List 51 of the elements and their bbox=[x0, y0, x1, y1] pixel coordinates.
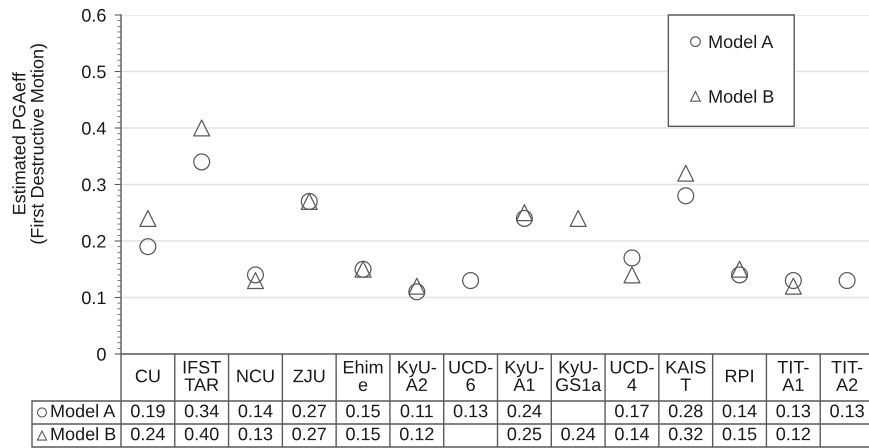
data-label: 0.14 bbox=[722, 404, 757, 418]
x-tick-label: KyU- A1 bbox=[506, 361, 544, 391]
y-tick-label: 0.3 bbox=[82, 178, 106, 192]
text: Model A bbox=[51, 404, 116, 418]
data-label: 0.15 bbox=[722, 428, 756, 440]
x-tick-label: UCD- 4 bbox=[610, 360, 654, 391]
y-axis-title: Estimated PGAeff (First Destructive Motion) bbox=[12, 44, 48, 244]
x-tick-label: ZJU bbox=[293, 370, 324, 382]
data-label: 0.13 bbox=[776, 404, 810, 418]
x-tick-label: KAIS T bbox=[666, 360, 706, 391]
x-tick-label: RPI bbox=[726, 370, 753, 382]
x-tick-label: KyU- A2 bbox=[398, 361, 436, 391]
data-label: 0.28 bbox=[668, 404, 703, 418]
y-tick-label: 0.5 bbox=[82, 65, 106, 78]
x-tick-label: UCD- 6 bbox=[449, 360, 492, 392]
data-label: 0.24 bbox=[131, 428, 165, 440]
x-tick-label: NCU bbox=[237, 370, 274, 382]
data-label: 0.13 bbox=[830, 404, 864, 418]
y-tick-label: 0.4 bbox=[82, 122, 106, 135]
y-tick-label: 0.6 bbox=[82, 8, 106, 22]
data-label: 0.14 bbox=[615, 428, 650, 440]
data-label: 0.15 bbox=[346, 428, 380, 440]
data-label: 0.25 bbox=[508, 428, 542, 440]
data-label: 0.17 bbox=[615, 404, 649, 418]
text: Model B bbox=[51, 427, 116, 440]
legend-label: Model A bbox=[710, 34, 774, 48]
data-label: 0.11 bbox=[400, 404, 433, 418]
data-label: 0.24 bbox=[561, 428, 596, 440]
data-label: 0.27 bbox=[292, 404, 326, 418]
data-label: 0.15 bbox=[346, 404, 380, 418]
data-label: 0.27 bbox=[292, 428, 326, 440]
y-tick-label: 0.1 bbox=[82, 291, 106, 304]
data-label: 0.40 bbox=[184, 428, 219, 440]
data-label: 0.24 bbox=[508, 404, 542, 418]
data-label: 0.12 bbox=[400, 428, 434, 440]
x-tick-label: TIT- A2 bbox=[831, 361, 862, 391]
data-label: 0.14 bbox=[238, 404, 273, 418]
data-label: 0.34 bbox=[184, 404, 219, 418]
y-tick-label: 0.2 bbox=[82, 234, 106, 248]
x-tick-label: CU bbox=[136, 370, 160, 382]
legend-label: Model B bbox=[710, 90, 774, 103]
x-tick-label: Ehim e bbox=[344, 360, 382, 392]
data-label: 0.13 bbox=[454, 404, 488, 418]
x-tick-label: TIT- A1 bbox=[778, 361, 809, 391]
data-label: 0.19 bbox=[131, 404, 165, 418]
y-tick-label: 0 bbox=[97, 348, 106, 361]
data-label: 0.32 bbox=[668, 428, 702, 440]
data-label: 0.12 bbox=[776, 428, 810, 440]
x-tick-label: IFST TAR bbox=[184, 360, 221, 391]
x-tick-label: KyU- GS1a bbox=[556, 361, 602, 392]
data-label: 0.13 bbox=[238, 428, 272, 440]
